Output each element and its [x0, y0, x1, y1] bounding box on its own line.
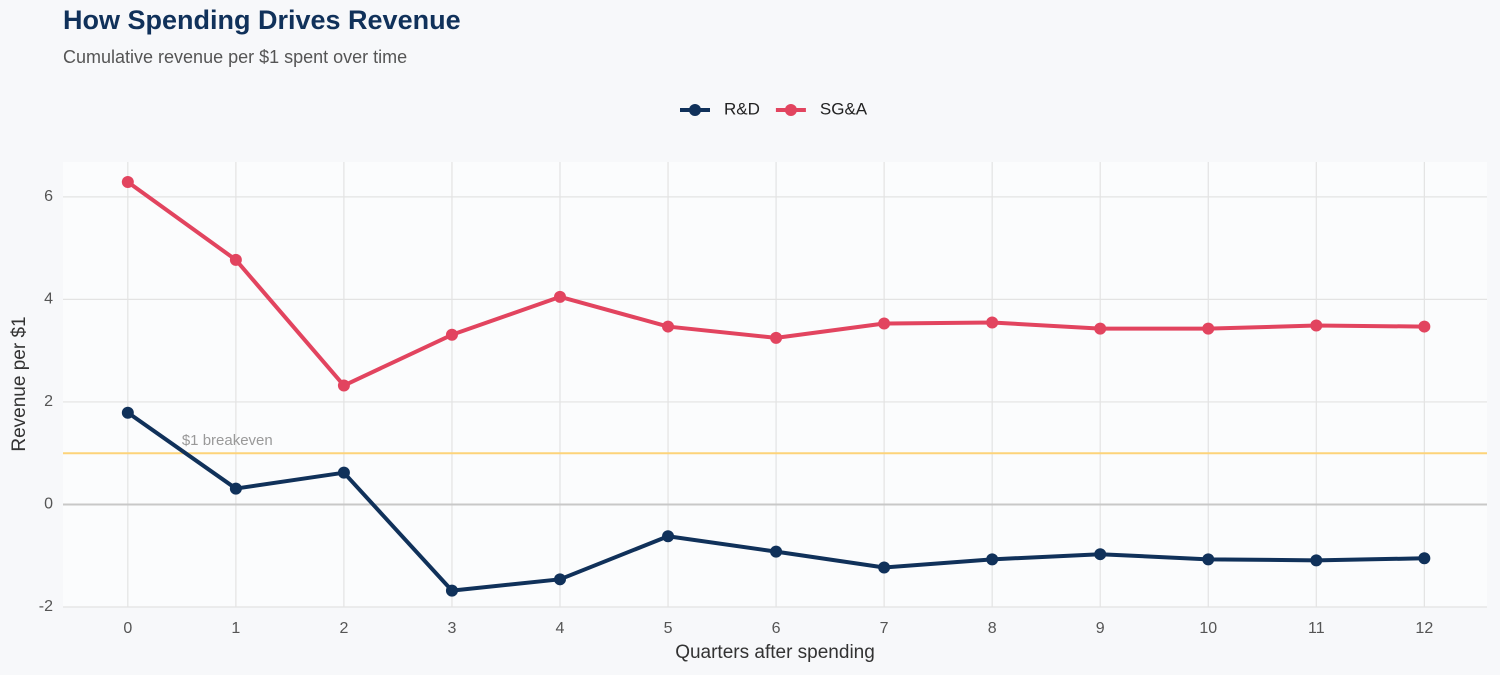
plot-area	[63, 162, 1487, 607]
legend-label: SG&A	[820, 99, 868, 118]
data-point	[770, 545, 783, 558]
data-point	[986, 316, 999, 329]
y-tick-label: 0	[44, 496, 53, 513]
y-tick-label: 4	[44, 291, 53, 308]
data-point	[229, 253, 242, 266]
x-axis-label: Quarters after spending	[675, 642, 875, 663]
x-tick-label: 9	[1096, 620, 1105, 637]
y-axis-label: Revenue per $1	[9, 316, 30, 451]
data-point	[121, 406, 134, 419]
data-point	[337, 466, 350, 479]
data-point	[337, 379, 350, 392]
x-tick-label: 5	[664, 620, 673, 637]
legend-label: R&D	[724, 99, 760, 118]
x-tick-label: 10	[1199, 620, 1217, 637]
data-point	[770, 331, 783, 344]
x-tick-label: 0	[123, 620, 132, 637]
data-point	[986, 553, 999, 566]
y-tick-label: 2	[44, 393, 53, 410]
data-point	[121, 175, 134, 188]
x-tick-label: 2	[339, 620, 348, 637]
data-point	[553, 573, 566, 586]
x-tick-label: 3	[447, 620, 456, 637]
x-tick-label: 11	[1308, 620, 1325, 637]
data-point	[662, 320, 675, 333]
x-tick-label: 7	[880, 620, 889, 637]
data-point	[1310, 554, 1323, 567]
x-tick-label: 6	[772, 620, 781, 637]
x-tick-label: 4	[556, 620, 565, 637]
x-tick-label: 8	[988, 620, 997, 637]
data-point	[1202, 553, 1215, 566]
y-tick-label: -2	[39, 598, 53, 615]
x-tick-label: 12	[1415, 620, 1433, 637]
data-point	[1418, 552, 1431, 565]
data-point	[662, 530, 675, 543]
data-point	[1310, 319, 1323, 332]
data-point	[878, 317, 891, 330]
data-point	[1094, 322, 1107, 335]
chart-subtitle: Cumulative revenue per $1 spent over tim…	[63, 47, 407, 67]
data-point	[1418, 320, 1431, 333]
data-point	[445, 584, 458, 597]
data-point	[878, 561, 891, 574]
chart-title: How Spending Drives Revenue	[63, 5, 461, 35]
reference-label: $1 breakeven	[182, 432, 273, 449]
data-point	[445, 328, 458, 341]
legend-swatch	[689, 104, 701, 116]
legend-swatch	[784, 104, 797, 116]
data-point	[553, 290, 566, 303]
data-point	[229, 482, 242, 495]
y-tick-label: 6	[44, 188, 53, 205]
data-point	[1202, 322, 1215, 335]
data-point	[1094, 548, 1107, 561]
x-tick-label: 1	[231, 620, 240, 637]
